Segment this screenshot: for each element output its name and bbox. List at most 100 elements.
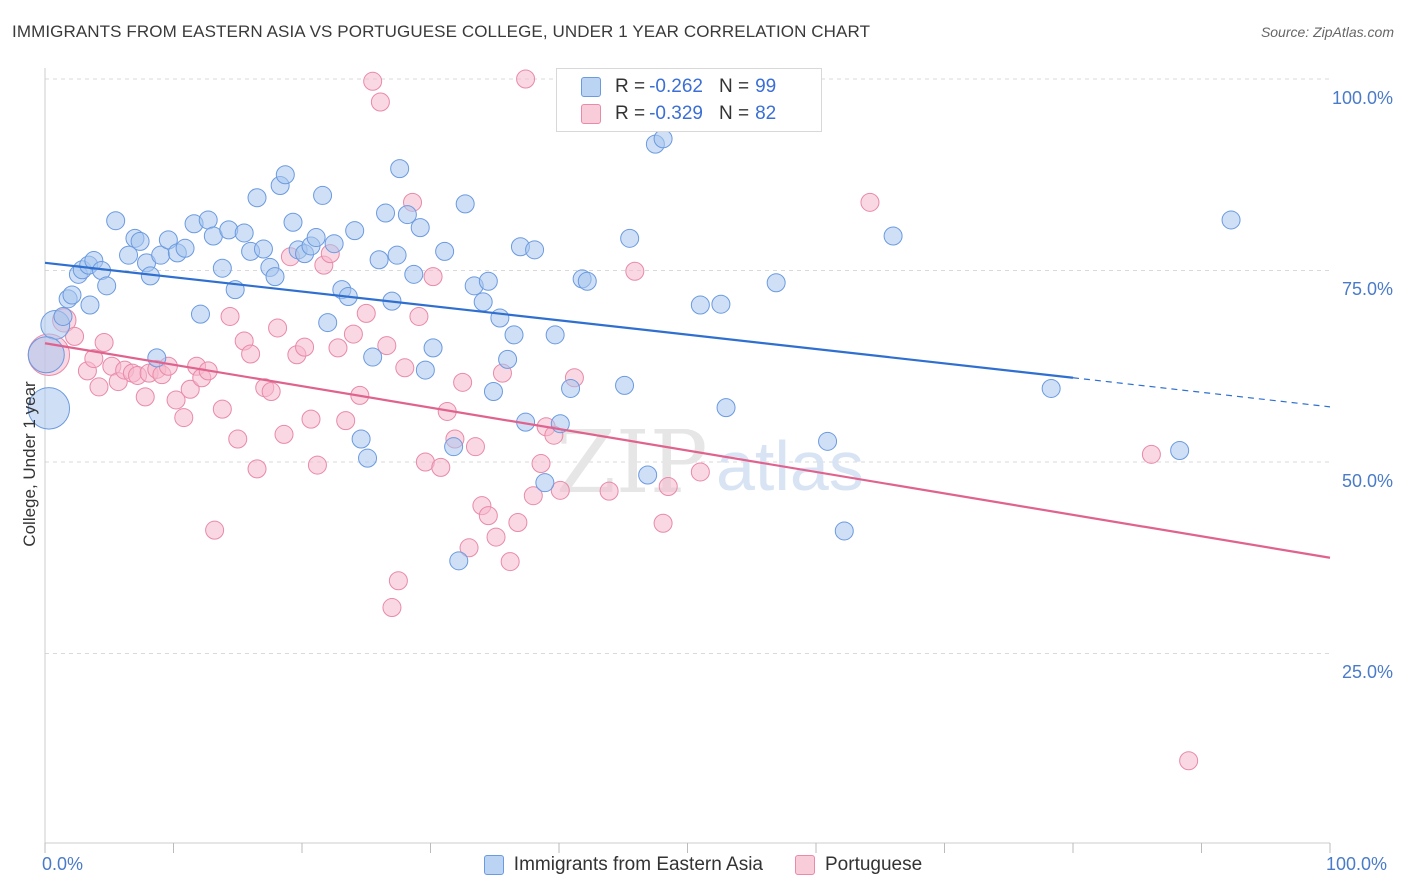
scatter-point-portuguese: [690, 462, 710, 482]
scatter-point-portuguese: [135, 387, 155, 407]
trend-line-eastern-asia-extension: [1072, 377, 1331, 408]
legend-r-label: R =: [615, 76, 646, 97]
scatter-point-eastern-asia: [351, 429, 371, 449]
scatter-point-eastern-asia: [711, 294, 731, 314]
scatter-point-eastern-asia: [62, 285, 82, 305]
scatter-point-portuguese: [453, 372, 473, 392]
scatter-point-portuguese: [388, 571, 408, 591]
legend-swatch-pink: [795, 855, 815, 875]
scatter-point-portuguese: [295, 337, 315, 357]
scatter-point-portuguese: [377, 336, 397, 356]
scatter-point-eastern-asia: [561, 378, 581, 398]
legend-item-portuguese[interactable]: Portuguese: [795, 854, 922, 876]
scatter-point-eastern-asia: [234, 223, 254, 243]
scatter-point-eastern-asia: [498, 349, 518, 369]
series-legend: Immigrants from Eastern Asia Portuguese: [0, 851, 1406, 879]
scatter-point-portuguese: [84, 349, 104, 369]
scatter-point-eastern-asia: [525, 240, 545, 260]
scatter-point-portuguese: [220, 306, 240, 326]
scatter-point-portuguese: [395, 358, 415, 378]
scatter-point-portuguese: [336, 411, 356, 431]
scatter-point-portuguese: [247, 459, 267, 479]
scatter-point-eastern-asia: [620, 228, 640, 248]
scatter-point-eastern-asia: [1041, 378, 1061, 398]
scatter-point-portuguese: [382, 598, 402, 618]
scatter-point-portuguese: [860, 192, 880, 212]
scatter-point-eastern-asia: [390, 159, 410, 179]
scatter-point-portuguese: [423, 267, 443, 287]
legend-swatch-blue: [581, 77, 601, 97]
y-tick-label-100: 100.0%: [1332, 88, 1393, 108]
watermark: ZIP atlas: [556, 413, 864, 513]
legend-n-value: 99: [755, 76, 777, 97]
scatter-point-eastern-asia: [369, 250, 389, 270]
scatter-point-eastern-asia: [444, 437, 464, 457]
scatter-point-eastern-asia: [97, 276, 117, 296]
scatter-point-portuguese: [274, 424, 294, 444]
scatter-point-eastern-asia: [653, 129, 673, 149]
trend-line-eastern-asia: [44, 261, 1074, 379]
legend-r-label: R =: [615, 103, 646, 124]
legend-label-portuguese: Portuguese: [825, 854, 923, 875]
scatter-point-portuguese: [465, 437, 485, 457]
scatter-point-eastern-asia: [253, 239, 273, 259]
trend-line-portuguese: [44, 342, 1331, 559]
chart-title: IMMIGRANTS FROM EASTERN ASIA VS PORTUGUE…: [12, 22, 871, 41]
scatter-point-eastern-asia: [435, 241, 455, 261]
scatter-point-eastern-asia: [324, 234, 344, 254]
scatter-point-eastern-asia: [147, 348, 167, 368]
y-tick-label-50: 50.0%: [1342, 471, 1393, 491]
series-portuguese: [27, 69, 1199, 771]
scatter-point-eastern-asia: [504, 325, 524, 345]
scatter-point-eastern-asia: [483, 382, 503, 402]
y-axis-label: College, Under 1 year: [20, 381, 39, 547]
scatter-point-eastern-asia: [766, 273, 786, 293]
scatter-point-portuguese: [212, 399, 232, 419]
legend-item-eastern-asia[interactable]: Immigrants from Eastern Asia: [483, 854, 763, 876]
scatter-point-portuguese: [599, 481, 619, 501]
scatter-point-eastern-asia: [577, 271, 597, 291]
scatter-point-portuguese: [459, 538, 479, 558]
legend-row-eastern-asia: R = -0.262 N = 99: [557, 73, 776, 101]
scatter-point-portuguese: [658, 477, 678, 497]
y-tick-label-25: 25.0%: [1342, 662, 1393, 682]
scatter-point-portuguese: [370, 92, 390, 112]
scatter-point-portuguese: [166, 390, 186, 410]
y-tick-label-75: 75.0%: [1342, 279, 1393, 299]
scatter-point-eastern-asia: [545, 325, 565, 345]
scatter-point-portuguese: [1141, 444, 1161, 464]
scatter-point-eastern-asia: [345, 221, 365, 241]
scatter-point-eastern-asia: [415, 360, 435, 380]
scatter-point-eastern-asia: [473, 292, 493, 312]
scatter-point-eastern-asia: [818, 431, 838, 451]
scatter-point-portuguese: [653, 513, 673, 533]
scatter-point-eastern-asia: [638, 465, 658, 485]
scatter-point-eastern-asia: [490, 308, 510, 328]
scatter-point-eastern-asia: [358, 448, 378, 468]
scatter-point-eastern-asia: [404, 264, 424, 284]
scatter-point-eastern-asia: [535, 473, 555, 493]
scatter-point-eastern-asia: [1170, 441, 1190, 461]
scatter-point-eastern-asia: [883, 226, 903, 246]
scatter-point-portuguese: [174, 408, 194, 428]
scatter-point-portuguese: [356, 303, 376, 323]
scatter-point-eastern-asia: [478, 271, 498, 291]
scatter-point-eastern-asia: [834, 521, 854, 541]
scatter-point-portuguese: [625, 261, 645, 281]
scatter-point-eastern-asia: [423, 338, 443, 358]
axes: [44, 68, 1331, 853]
scatter-point-eastern-asia: [212, 258, 232, 278]
scatter-point-eastern-asia: [397, 205, 417, 225]
source-label: Source: ZipAtlas.com: [1260, 24, 1394, 40]
scatter-point-eastern-asia: [387, 245, 407, 265]
scatter-point-eastern-asia: [615, 375, 635, 395]
scatter-point-portuguese: [516, 69, 536, 89]
trend-lines: [44, 261, 1331, 559]
scatter-point-eastern-asia: [175, 238, 195, 258]
stats-legend: R = -0.262 N = 99 R = -0.329 N = 82: [556, 68, 822, 132]
scatter-point-eastern-asia: [275, 165, 295, 185]
scatter-point-eastern-asia: [449, 551, 469, 571]
legend-r-value: -0.329: [649, 103, 703, 124]
scatter-point-eastern-asia: [1221, 210, 1241, 230]
